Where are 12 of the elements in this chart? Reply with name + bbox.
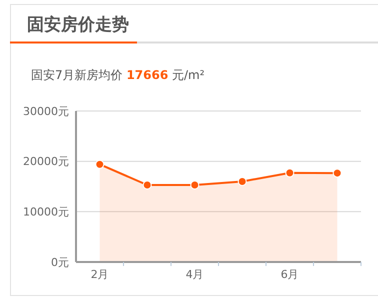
- y-tick-label: 0元: [51, 256, 69, 269]
- y-tick-label: 10000元: [23, 206, 69, 219]
- x-tick-label: 2月: [90, 268, 109, 281]
- y-tick-label: 30000元: [23, 104, 69, 118]
- x-tick-label: 6月: [280, 268, 299, 281]
- y-tick-label: 20000元: [23, 155, 69, 168]
- point: [332, 168, 342, 178]
- chart-subtitle: 固安7月新房均价 17666 元/m²: [31, 68, 205, 82]
- point: [95, 160, 104, 169]
- point: [285, 168, 294, 178]
- chart-title: 固安房价走势: [27, 15, 129, 35]
- x-tick-label: 4月: [186, 268, 204, 281]
